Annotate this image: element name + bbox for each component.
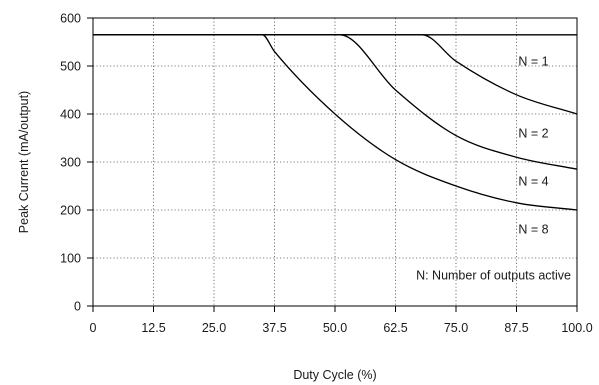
y-axis-label: Peak Current (mA/output) [17,91,31,233]
y-tick-label: 500 [60,60,81,74]
series-line-n-2 [93,34,578,115]
note-label: N: Number of outputs active [416,268,571,282]
x-tick-label: 100.0 [561,321,592,335]
series-label: N = 4 [518,175,548,189]
x-tick-label: 25.0 [202,321,226,335]
series-label: N = 8 [518,223,548,237]
series-line-n-4 [93,34,578,170]
x-tick-label: 50.0 [323,321,347,335]
y-tick-label: 100 [60,252,81,266]
y-tick-label: 0 [74,300,81,314]
y-tick-label: 600 [60,12,81,26]
y-tick-label: 400 [60,108,81,122]
series-labels: N = 1 N = 2 N = 4 N = 8 [518,55,548,237]
x-tick-label: 37.5 [262,321,286,335]
x-tick-label: 62.5 [383,321,407,335]
series-lines [93,34,578,211]
y-tick-labels: 0 100 200 300 400 500 600 [60,12,81,314]
y-tick-label: 300 [60,156,81,170]
x-tick-label: 75.0 [444,321,468,335]
x-tick-labels: 0 12.5 25.0 37.5 50.0 62.5 75.0 87.5 100.0 [90,321,593,335]
x-axis-label: Duty Cycle (%) [293,368,376,382]
series-label: N = 2 [518,127,548,141]
grid [93,18,577,306]
series-label: N = 1 [518,55,548,69]
x-tick-label: 0 [90,321,97,335]
x-tick-label: 87.5 [504,321,528,335]
tick-marks [87,17,578,312]
x-tick-label: 12.5 [141,321,165,335]
y-tick-label: 200 [60,204,81,218]
series-line-n-8 [93,34,578,211]
